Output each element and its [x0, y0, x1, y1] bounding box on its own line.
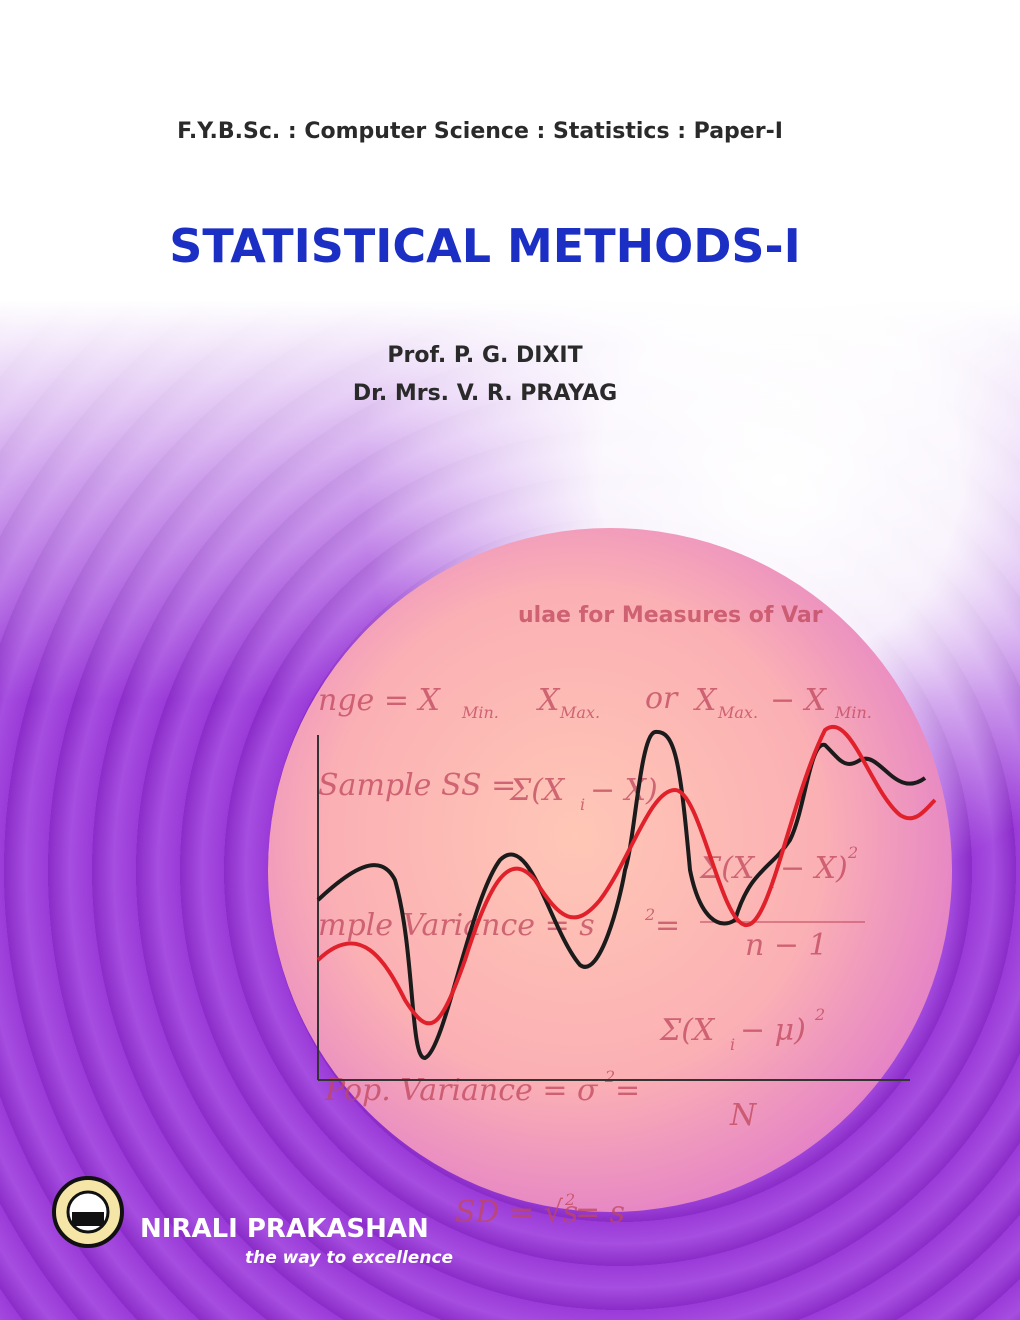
formula-text: Σ(X	[659, 1013, 716, 1048]
formula-text: i	[730, 1035, 735, 1054]
formula-text: =	[655, 908, 680, 943]
formula-text: − X)	[590, 773, 658, 808]
formula-text: N	[729, 1098, 758, 1133]
formula-text: Sample SS =	[318, 768, 516, 803]
title: STATISTICAL METHODS-I	[169, 219, 800, 273]
formula-text: 2	[847, 843, 858, 862]
formula-text: − X	[770, 683, 828, 718]
publisher: NIRALI PRAKASHAN	[140, 1214, 429, 1244]
formula-text: n − 1	[745, 928, 828, 963]
formula-text: SD = √s	[455, 1195, 578, 1230]
formula-text: ulae for Measures of Var	[518, 603, 823, 628]
formula-text: or	[645, 681, 679, 716]
formula-text: − X)	[780, 851, 848, 886]
formula-text: i	[580, 795, 585, 814]
formula-text: Max.	[559, 703, 600, 722]
tagline: the way to excellence	[245, 1248, 453, 1268]
formula-text: − μ)	[740, 1013, 806, 1048]
red-curve	[316, 725, 937, 1026]
formula-text: 2	[814, 1005, 825, 1024]
formula-text: Pop. Variance = σ	[324, 1073, 599, 1108]
author: Dr. Mrs. V. R. PRAYAG	[353, 381, 617, 406]
image-disc	[268, 528, 952, 1212]
formula-text: X	[693, 683, 718, 718]
author: Prof. P. G. DIXIT	[387, 343, 582, 368]
formula-text: 2	[564, 1190, 575, 1209]
formula-text: nge = X	[318, 683, 441, 718]
formula-text: Σ(X	[699, 851, 756, 886]
formula-text: 2	[644, 905, 655, 924]
formula-text: = s	[575, 1195, 625, 1230]
formula-text: Min.	[834, 703, 872, 722]
publisher-logo	[52, 1176, 124, 1248]
formula-text: Min.	[461, 703, 499, 722]
formula-image: ulae for Measures of Var nge = X Min. X …	[318, 603, 872, 1230]
formula-text: Σ(X	[509, 773, 566, 808]
formula-text: =	[615, 1073, 640, 1108]
formula-text: Max.	[717, 703, 758, 722]
formula-text: 2	[604, 1067, 615, 1086]
graph	[316, 725, 937, 1081]
formula-text: X	[536, 683, 561, 718]
logo-book	[72, 1212, 104, 1226]
series-line: F.Y.B.Sc. : Computer Science : Statistic…	[177, 119, 783, 144]
formula-text: mple Variance = s	[318, 908, 595, 943]
